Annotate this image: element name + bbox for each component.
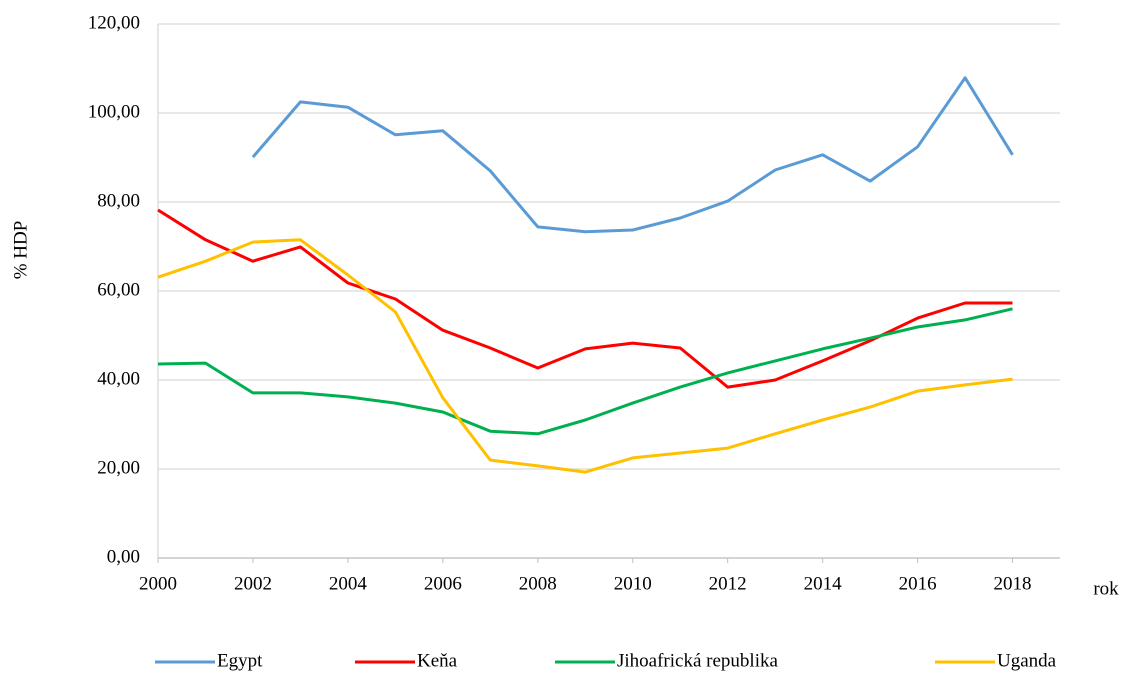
- x-tick-label: 2014: [804, 573, 843, 594]
- y-tick-label: 40,00: [97, 368, 140, 389]
- x-axis-label: rok: [1093, 578, 1119, 599]
- y-tick-label: 20,00: [97, 457, 140, 478]
- legend-label: Jihoafrická republika: [617, 650, 778, 671]
- series-line: [157, 307, 1013, 436]
- x-tick-label: 2018: [994, 573, 1032, 594]
- series-line: [251, 76, 1014, 234]
- x-tick-label: 2010: [614, 573, 652, 594]
- x-tick-label: 2004: [329, 573, 368, 594]
- series-line: [157, 208, 1013, 389]
- y-tick-label: 0,00: [107, 546, 140, 567]
- y-axis-label: % HDP: [10, 221, 31, 280]
- y-tick-label: 80,00: [97, 190, 140, 211]
- x-tick-label: 2006: [424, 573, 462, 594]
- y-tick-label: 120,00: [88, 12, 140, 33]
- x-tick-label: 2002: [234, 573, 272, 594]
- y-tick-label: 100,00: [88, 101, 140, 122]
- legend-label: Uganda: [997, 650, 1057, 671]
- legend-label: Egypt: [217, 650, 263, 671]
- series-line: [157, 238, 1013, 474]
- x-tick-label: 2008: [519, 573, 557, 594]
- legend-label: Keňa: [417, 650, 458, 671]
- y-tick-label: 60,00: [97, 279, 140, 300]
- x-tick-label: 2016: [899, 573, 937, 594]
- x-tick-label: 2012: [709, 573, 747, 594]
- x-tick-label: 2000: [139, 573, 177, 594]
